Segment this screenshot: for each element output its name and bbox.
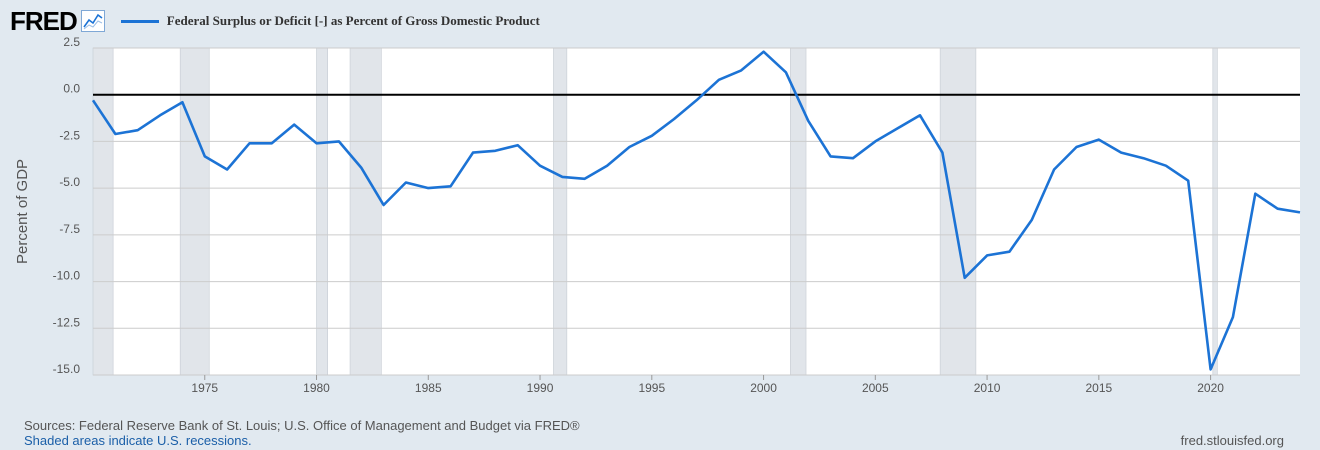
recession-band xyxy=(1212,47,1218,376)
legend-label: Federal Surplus or Deficit [-] as Percen… xyxy=(166,13,540,28)
recession-band xyxy=(92,47,114,376)
y-tick-label: -10.0 xyxy=(53,269,81,283)
x-tick-label: 2015 xyxy=(1085,381,1112,395)
y-tick-label: -12.5 xyxy=(53,315,81,329)
series-line[interactable] xyxy=(91,50,1301,371)
line-graph-icon xyxy=(80,10,105,32)
y-tick-label: 0.0 xyxy=(63,82,80,96)
y-tick-label: -2.5 xyxy=(59,128,80,142)
x-tick-label: 1990 xyxy=(527,381,554,395)
y-tick-label: -5.0 xyxy=(59,175,80,189)
x-tick-label: 1995 xyxy=(638,381,665,395)
y-axis-label: Percent of GDP xyxy=(14,159,31,264)
x-tick-label: 2000 xyxy=(750,381,777,395)
y-tick-label: -15.0 xyxy=(53,362,81,376)
x-axis-ticks: 1975 1980 1985 1990 1995 2000 2005 2010 2015 2020 xyxy=(191,375,1224,395)
x-tick-label: 1985 xyxy=(415,381,442,395)
legend: Federal Surplus or Deficit [-] as Percen… xyxy=(120,13,540,29)
x-tick-label: 2005 xyxy=(862,381,889,395)
sources-note: Sources: Federal Reserve Bank of St. Lou… xyxy=(24,418,580,433)
recession-band xyxy=(939,47,977,376)
fred-logo[interactable]: FRED xyxy=(10,5,78,36)
y-tick-label: -7.5 xyxy=(59,222,80,236)
plot-area xyxy=(93,48,1300,375)
y-tick-label: 2.5 xyxy=(63,35,80,49)
recession-band xyxy=(553,47,568,376)
x-tick-label: 2010 xyxy=(974,381,1001,395)
header: FRED Federal Surplus or Deficit [-] as P… xyxy=(10,6,540,36)
x-tick-label: 1975 xyxy=(191,381,218,395)
x-tick-label: 1980 xyxy=(303,381,330,395)
recession-note-link[interactable]: Shaded areas indicate U.S. recessions. xyxy=(24,433,252,448)
x-tick-label: 2020 xyxy=(1197,381,1224,395)
recession-band xyxy=(316,47,328,376)
recession-bands xyxy=(92,47,1218,376)
recession-band xyxy=(349,47,382,376)
recession-band xyxy=(179,47,210,376)
y-axis-ticks: 2.5 0.0 -2.5 -5.0 -7.5 -10.0 -12.5 -15.0 xyxy=(53,35,81,376)
legend-swatch xyxy=(120,19,159,23)
site-link[interactable]: fred.stlouisfed.org xyxy=(1180,433,1284,448)
